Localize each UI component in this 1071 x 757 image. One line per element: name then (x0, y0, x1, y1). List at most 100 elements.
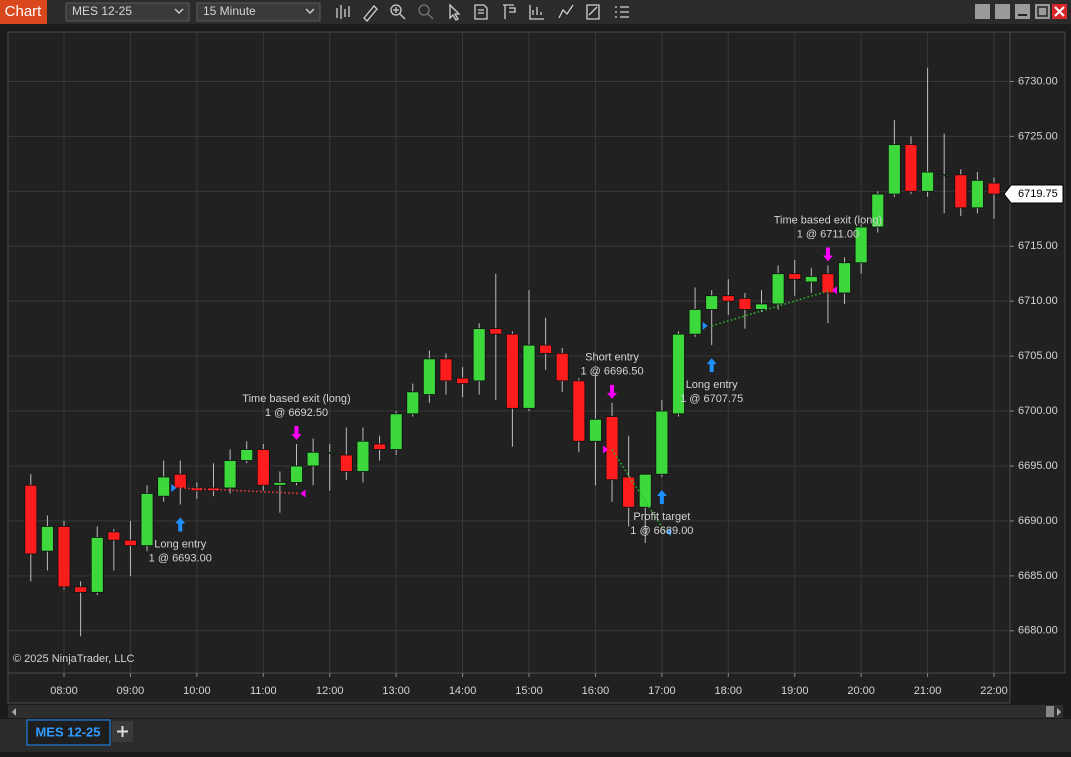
candle-body (539, 344, 553, 354)
candle-body (987, 182, 1001, 195)
candle-body (140, 493, 154, 547)
y-tick-label: 6725.00 (1018, 130, 1058, 142)
candle-body (804, 276, 818, 283)
candle-body (638, 473, 652, 508)
candle-body (256, 449, 270, 486)
candle-body (721, 295, 735, 302)
candle-body (107, 531, 121, 541)
candle-body (788, 273, 802, 280)
dropdown-chevron (305, 8, 315, 15)
candle-body (157, 476, 171, 497)
candle-body (821, 273, 835, 294)
candle-body (605, 416, 619, 481)
trade-arrow (822, 247, 833, 262)
x-tick-label: 10:00 (183, 685, 211, 697)
x-tick-label: 18:00 (715, 685, 743, 697)
interval-label[interactable]: 15 Minute (203, 4, 256, 18)
candle-body (954, 174, 968, 209)
x-tick-label: 14:00 (449, 685, 477, 697)
trade-arrow (656, 489, 667, 504)
time-axis (7, 672, 1011, 704)
trade-arrow (175, 517, 186, 532)
scroll-thumb[interactable] (1046, 706, 1054, 717)
candle-body (356, 440, 370, 472)
toolbar-icons[interactable] (336, 3, 629, 22)
trade-label: Short entry (585, 352, 639, 364)
candle-body (439, 358, 453, 382)
candle-body (921, 171, 934, 192)
chart-tab-label[interactable]: Chart (5, 3, 43, 20)
candle-body (522, 344, 536, 409)
candle-body (41, 526, 54, 552)
x-tick-label: 22:00 (980, 685, 1008, 697)
fill-marker (603, 445, 609, 454)
candle-body (555, 352, 569, 382)
candle-body (705, 295, 719, 310)
y-tick-label: 6690.00 (1018, 515, 1058, 527)
chart-tab[interactable] (0, 0, 47, 24)
x-tick-label: 19:00 (781, 685, 809, 697)
trade-link (611, 449, 666, 533)
instrument-tab-label[interactable]: MES 12-25 (35, 724, 100, 739)
candle-body (290, 465, 303, 483)
window-buttons[interactable] (975, 4, 1067, 19)
trade-fill-label: 1 @ 6693.00 (149, 552, 212, 564)
y-tick-label: 6710.00 (1018, 295, 1058, 307)
trade-label: Long entry (686, 379, 738, 391)
candle-body (589, 418, 602, 442)
candle-body (970, 179, 984, 209)
y-tick-label: 6695.00 (1018, 460, 1058, 472)
fill-marker (665, 527, 671, 536)
instrument-dropdown[interactable] (65, 2, 190, 22)
candle-body (373, 443, 386, 450)
x-tick-label: 21:00 (914, 685, 942, 697)
trade-fill-label: 1 @ 6707.75 (680, 393, 743, 405)
candle-body (854, 226, 868, 264)
x-tick-label: 12:00 (316, 685, 344, 697)
trade-fill-label: 1 @ 6711.00 (797, 228, 859, 240)
trade-label: Long entry (154, 538, 206, 550)
interval-dropdown[interactable] (196, 2, 321, 22)
candle-body (57, 526, 71, 588)
trade-label: Time based exit (long) (774, 214, 882, 226)
candle-body (173, 473, 187, 489)
instrument-label[interactable]: MES 12-25 (72, 4, 132, 18)
x-tick-label: 20:00 (847, 685, 875, 697)
x-tick-label: 13:00 (382, 685, 410, 697)
candle-body (622, 476, 636, 508)
tab-bar (0, 719, 1071, 752)
y-tick-label: 6685.00 (1018, 570, 1058, 582)
trade-link (711, 289, 832, 327)
candle-body (655, 410, 669, 475)
candle-body (90, 537, 104, 593)
candle-body (339, 454, 353, 472)
y-tick-label: 6700.00 (1018, 405, 1058, 417)
x-tick-label: 15:00 (515, 685, 543, 697)
fill-marker (300, 489, 306, 498)
candle-body (755, 303, 768, 310)
trade-arrow (706, 358, 717, 373)
candle-body (738, 298, 752, 310)
trade-fill-label: 1 @ 6696.50 (580, 366, 643, 378)
instrument-tab[interactable] (26, 719, 111, 746)
candle-body (506, 333, 519, 409)
candle-body (838, 262, 851, 294)
last-price-tag (1003, 184, 1064, 204)
y-tick-label: 6730.00 (1018, 75, 1058, 87)
candle-body (572, 380, 586, 442)
scrollbar[interactable] (8, 705, 1063, 718)
candle-body (406, 391, 420, 415)
trade-arrow (607, 384, 618, 399)
candle-body (688, 309, 702, 335)
candle-body (937, 174, 951, 177)
candle-body (771, 273, 785, 305)
trade-arrow (291, 426, 302, 441)
y-tick-label: 6680.00 (1018, 625, 1058, 637)
candle-body (422, 358, 436, 395)
price-axis (1009, 31, 1066, 674)
x-tick-label: 08:00 (50, 685, 78, 697)
add-tab-icon[interactable] (117, 726, 128, 737)
fill-marker (702, 321, 708, 330)
candle-body (306, 451, 320, 467)
last-price-label: 6719.75 (1018, 188, 1058, 200)
